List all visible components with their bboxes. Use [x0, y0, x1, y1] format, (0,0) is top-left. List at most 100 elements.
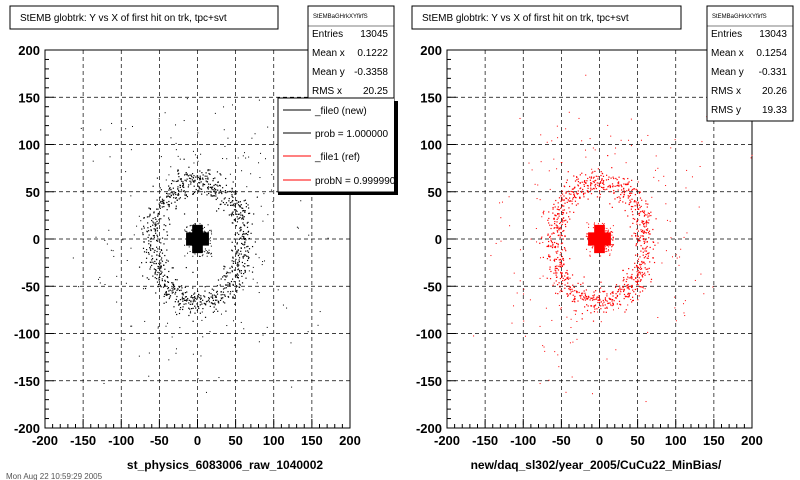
scatter-point [167, 276, 169, 279]
scatter-point [560, 195, 562, 197]
scatter-point [665, 203, 667, 205]
scatter-point [554, 269, 556, 271]
scatter-point [188, 166, 190, 168]
scatter-point [199, 177, 201, 179]
scatter-point [576, 338, 578, 340]
scatter-point [235, 274, 237, 276]
scatter-point [163, 302, 165, 304]
right-panel: StEMB globtrk: Y vs X of first hit on tr… [411, 5, 794, 472]
scatter-point [191, 229, 193, 231]
scatter-point [623, 289, 625, 291]
scatter-point [92, 160, 94, 162]
scatter-point [609, 184, 611, 187]
scatter-point [554, 267, 556, 269]
scatter-point [297, 227, 299, 229]
scatter-point [574, 200, 577, 202]
scatter-point [227, 296, 230, 298]
scatter-point [636, 228, 638, 230]
scatter-point [560, 228, 562, 230]
scatter-point [603, 183, 605, 186]
scatter-point [206, 236, 208, 238]
scatter-point [245, 232, 247, 235]
scatter-point [242, 233, 244, 235]
scatter-point [198, 247, 200, 249]
scatter-point [232, 104, 234, 106]
scatter-point [149, 247, 151, 249]
scatter-point [212, 186, 214, 188]
scatter-point [282, 304, 284, 306]
scatter-point [638, 204, 640, 206]
scatter-point [156, 250, 158, 253]
scatter-point [192, 297, 194, 299]
scatter-point [674, 139, 676, 141]
scatter-point [628, 277, 630, 279]
scatter-point [228, 214, 230, 216]
scatter-point [637, 279, 639, 281]
scatter-point [539, 199, 541, 201]
scatter-point [590, 176, 593, 178]
scatter-point [210, 195, 212, 197]
scatter-point [587, 198, 589, 200]
scatter-point [573, 298, 575, 301]
scatter-point [242, 289, 244, 291]
scatter-point [271, 174, 273, 176]
scatter-point [612, 309, 614, 311]
scatter-point [631, 276, 633, 278]
scatter-point [247, 245, 249, 248]
scatter-point [534, 183, 536, 185]
scatter-point [239, 216, 241, 219]
scatter-point [214, 302, 216, 304]
scatter-point [592, 147, 594, 149]
scatter-point [587, 237, 589, 239]
scatter-point [244, 199, 247, 201]
scatter-point [563, 247, 566, 249]
right-title-box [411, 5, 682, 30]
scatter-point [175, 193, 177, 196]
scatter-point [232, 290, 234, 292]
scatter-point [636, 275, 638, 277]
scatter-point [569, 218, 571, 220]
scatter-point [675, 254, 677, 256]
scatter-point [528, 162, 530, 164]
scatter-point [641, 290, 644, 292]
scatter-point [232, 284, 234, 286]
scatter-point [204, 231, 206, 233]
scatter-point [150, 229, 152, 232]
scatter-point [210, 229, 212, 231]
scatter-point [636, 237, 638, 239]
scatter-point [585, 181, 587, 184]
scatter-point [227, 282, 229, 284]
scatter-point [624, 296, 627, 298]
scatter-point [626, 285, 628, 287]
scatter-point [233, 219, 235, 221]
scatter-point [241, 275, 243, 277]
scatter-point [208, 301, 211, 303]
scatter-point [188, 246, 190, 248]
scatter-point [609, 191, 611, 193]
scatter-point [198, 294, 200, 296]
scatter-point [242, 217, 244, 219]
scatter-point [259, 177, 261, 179]
scatter-point [215, 195, 217, 197]
scatter-point [643, 212, 646, 214]
scatter-point [599, 299, 601, 301]
scatter-point [158, 219, 160, 221]
scatter-point [614, 286, 617, 288]
scatter-point [231, 191, 233, 193]
scatter-point [150, 229, 152, 231]
scatter-point [637, 201, 639, 203]
scatter-point [618, 184, 620, 186]
scatter-point [586, 180, 588, 182]
scatter-point [234, 203, 237, 205]
x-tick-label: 200 [339, 433, 361, 448]
scatter-point [170, 202, 173, 204]
scatter-point [586, 222, 588, 224]
scatter-point [643, 242, 646, 245]
scatter-point [142, 233, 144, 236]
scatter-point [622, 177, 624, 180]
scatter-point [191, 244, 193, 246]
scatter-point [636, 203, 638, 205]
scatter-point [161, 202, 163, 204]
scatter-point [555, 224, 557, 226]
scatter-point [610, 304, 612, 306]
